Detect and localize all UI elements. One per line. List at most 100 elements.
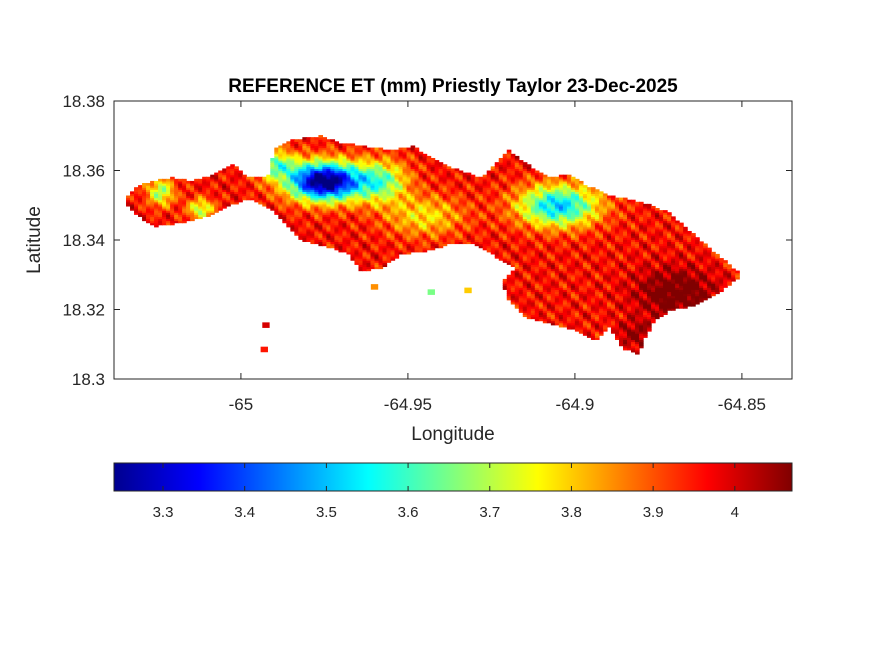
heatmap-cell xyxy=(374,222,380,226)
heatmap-cell xyxy=(562,303,568,307)
heatmap-cell xyxy=(322,168,328,172)
heatmap-cell xyxy=(590,281,596,284)
heatmap-cell xyxy=(522,249,528,253)
heatmap-cell xyxy=(570,187,576,190)
heatmap-cell xyxy=(310,205,315,209)
heatmap-cell xyxy=(222,185,227,188)
heatmap-cell xyxy=(534,216,540,220)
heatmap-cell xyxy=(562,287,568,290)
heatmap-cell xyxy=(562,191,568,195)
heatmap-cell xyxy=(518,235,524,238)
heatmap-cell xyxy=(506,247,512,251)
heatmap-cell xyxy=(398,222,404,226)
heatmap-cell xyxy=(554,287,560,290)
heatmap-cell xyxy=(230,166,235,170)
heatmap-cell xyxy=(182,178,187,182)
heatmap-cell xyxy=(490,245,496,249)
heatmap-cell xyxy=(298,180,303,184)
heatmap-cell xyxy=(298,176,303,180)
heatmap-cell xyxy=(422,199,428,203)
heatmap-cell xyxy=(298,187,303,190)
heatmap-cell xyxy=(386,208,392,211)
heatmap-cell xyxy=(290,162,295,165)
heatmap-cell xyxy=(322,162,328,165)
heatmap-cell xyxy=(294,151,299,155)
heatmap-cell xyxy=(514,176,520,180)
heatmap-cell xyxy=(550,237,556,240)
heatmap-cell xyxy=(426,189,432,192)
heatmap-cell xyxy=(594,320,600,324)
heatmap-cell xyxy=(446,189,452,192)
heatmap-cell xyxy=(494,193,500,197)
heatmap-cell xyxy=(526,295,532,299)
heatmap-cell xyxy=(590,289,596,293)
heatmap-cell xyxy=(386,170,392,174)
heatmap-cell xyxy=(510,195,516,199)
heatmap-cell xyxy=(558,208,564,211)
heatmap-cell xyxy=(330,212,336,215)
heatmap-cell xyxy=(306,224,311,228)
heatmap-cell xyxy=(338,222,344,226)
heatmap-cell xyxy=(202,195,207,199)
heatmap-cell xyxy=(574,255,580,259)
heatmap-cell xyxy=(526,201,532,205)
heatmap-cell xyxy=(318,174,324,178)
heatmap-cell xyxy=(566,187,572,190)
heatmap-cell xyxy=(282,178,287,182)
heatmap-cell xyxy=(362,220,368,224)
heatmap-cell xyxy=(318,149,324,153)
heatmap-cell xyxy=(362,251,368,255)
heatmap-cell xyxy=(578,230,584,234)
heatmap-cell xyxy=(498,176,504,180)
heatmap-cell xyxy=(510,197,516,201)
heatmap-cell xyxy=(302,176,307,180)
heatmap-cell xyxy=(402,172,408,176)
heatmap-cell xyxy=(518,230,524,234)
heatmap-cell xyxy=(142,210,147,213)
heatmap-cell xyxy=(354,162,360,165)
heatmap-cell xyxy=(286,199,291,203)
heatmap-cell xyxy=(270,189,275,192)
heatmap-cell xyxy=(430,157,436,161)
heatmap-cell xyxy=(510,293,516,297)
heatmap-cell xyxy=(386,180,392,184)
heatmap-cell xyxy=(278,153,283,157)
heatmap-cell xyxy=(422,201,428,205)
heatmap-cell xyxy=(326,141,332,144)
heatmap-cell xyxy=(298,153,303,157)
heatmap-cell xyxy=(446,185,452,188)
heatmap-cell xyxy=(426,230,432,234)
heatmap-cell xyxy=(294,162,299,165)
heatmap-cell xyxy=(346,218,352,222)
heatmap-cell xyxy=(502,218,508,222)
heatmap-cell xyxy=(486,172,492,176)
heatmap-cell xyxy=(166,193,171,197)
heatmap-cell xyxy=(558,287,564,290)
heatmap-cell xyxy=(374,253,380,257)
heatmap-cell xyxy=(554,212,560,215)
heatmap-cell xyxy=(582,203,588,207)
heatmap-cell xyxy=(374,155,380,159)
heatmap-cell xyxy=(490,216,496,220)
heatmap-cell xyxy=(322,241,328,245)
heatmap-cell xyxy=(254,193,259,197)
heatmap-cell xyxy=(562,270,568,274)
heatmap-cell xyxy=(430,212,436,215)
heatmap-cell xyxy=(590,216,596,220)
heatmap-cell xyxy=(558,191,564,195)
heatmap-cell xyxy=(342,195,348,199)
heatmap-cell xyxy=(354,245,360,249)
heatmap-cell xyxy=(246,180,251,184)
heatmap-cell xyxy=(518,291,524,295)
heatmap-cell xyxy=(538,199,544,203)
heatmap-cell xyxy=(378,239,384,242)
heatmap-cell xyxy=(502,226,508,230)
heatmap-cell xyxy=(546,299,552,303)
heatmap-cell xyxy=(370,191,376,195)
heatmap-cell xyxy=(586,224,592,228)
heatmap-cell xyxy=(446,203,452,207)
heatmap-cell xyxy=(314,141,319,144)
heatmap-cell xyxy=(170,183,175,186)
heatmap-cell xyxy=(350,205,356,209)
heatmap-cell xyxy=(286,178,291,182)
